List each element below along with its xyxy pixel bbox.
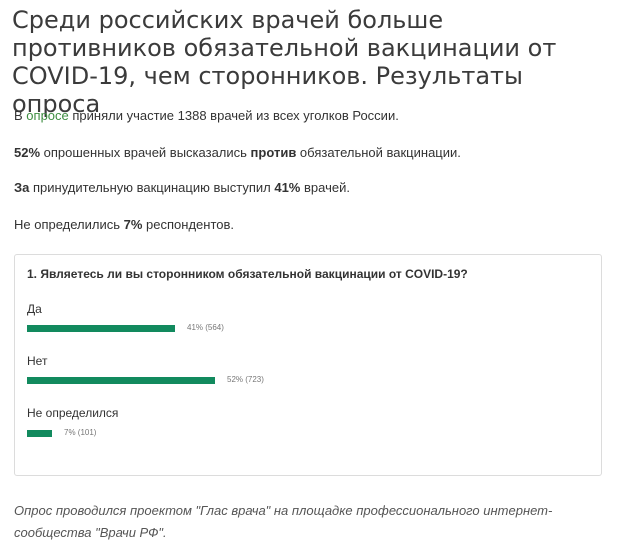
for-percent: 41% (274, 180, 301, 195)
undecided-pre: Не определились (14, 217, 124, 232)
undecided-percent: 7% (123, 217, 143, 232)
poll-option-undecided-label: Не определился (27, 406, 119, 420)
article-title: Среди российских врачей больше противник… (12, 6, 557, 118)
poll-option-undecided-bar (27, 430, 52, 437)
poll-option-no-value: 52% (723) (227, 375, 264, 384)
poll-option-yes-label: Да (27, 302, 42, 316)
poll-widget: 1. Являетесь ли вы сторонником обязатель… (14, 254, 602, 476)
intro-post: приняли участие 1388 врачей из всех угол… (68, 108, 399, 123)
against-percent: 52% (14, 145, 41, 160)
against-post: обязательной вакцинации. (296, 145, 461, 160)
against-text: опрошенных врачей высказались (40, 145, 251, 160)
against-paragraph: 52% опрошенных врачей высказались против… (14, 145, 461, 160)
poll-option-yes-bar (27, 325, 175, 332)
poll-option-no-label: Нет (27, 354, 48, 368)
intro-paragraph: В опросе приняли участие 1388 врачей из … (14, 108, 399, 123)
poll-option-no-bar (27, 377, 215, 384)
footer-note: Опрос проводился проектом "Глас врача" н… (14, 503, 553, 540)
undecided-paragraph: Не определились 7% респондентов. (14, 217, 234, 232)
for-text: принудительную вакцинацию выступил (29, 180, 275, 195)
undecided-post: респондентов. (142, 217, 235, 232)
poll-link[interactable]: опросе (26, 108, 69, 123)
poll-option-undecided-value: 7% (101) (64, 428, 97, 437)
for-paragraph: За принудительную вакцинацию выступил 41… (14, 180, 350, 195)
poll-question: 1. Являетесь ли вы сторонником обязатель… (27, 267, 468, 281)
against-word: против (250, 145, 297, 160)
intro-pre: В (14, 108, 27, 123)
poll-option-yes-value: 41% (564) (187, 323, 224, 332)
for-word: За (14, 180, 30, 195)
for-post: врачей. (300, 180, 350, 195)
